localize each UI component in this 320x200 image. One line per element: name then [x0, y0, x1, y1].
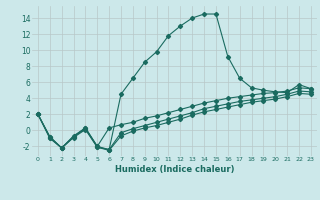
X-axis label: Humidex (Indice chaleur): Humidex (Indice chaleur) — [115, 165, 234, 174]
